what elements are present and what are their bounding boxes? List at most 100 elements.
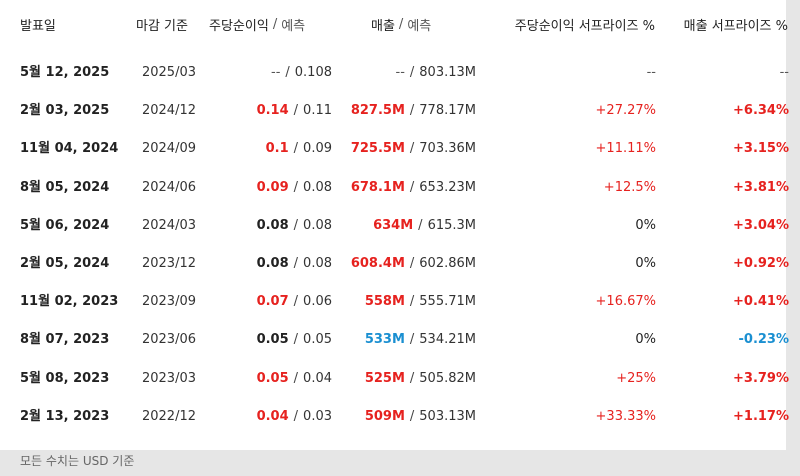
eps-cell: 0.07/0.06 xyxy=(257,283,332,321)
eps-surprise: +33.33% xyxy=(595,408,656,424)
revenue-separator: / xyxy=(409,141,415,157)
table-row[interactable]: 11월 04, 2024 2024/09 0.1/0.09 725.5M/703.36… xyxy=(0,130,789,168)
revenue-forecast: 602.86M xyxy=(419,256,476,271)
release-date: 2월 05, 2024 xyxy=(20,256,110,271)
eps-separator: / xyxy=(293,294,299,310)
table-row[interactable]: 5월 06, 2024 2024/03 0.08/0.08 634M/615.3M 0%… xyxy=(0,207,789,245)
table-row[interactable]: 8월 05, 2024 2024/06 0.09/0.08 678.1M/653.23… xyxy=(0,169,789,207)
revenue-surprise: +0.41% xyxy=(733,294,789,310)
revenue-forecast: 503.13M xyxy=(419,408,476,424)
table-row[interactable]: 5월 08, 2023 2023/03 0.05/0.04 525M/505.82M +… xyxy=(0,360,789,398)
header-period[interactable]: 마감 기준 xyxy=(136,18,188,34)
header-eps-separator: / xyxy=(272,16,278,32)
release-date: 8월 05, 2024 xyxy=(20,179,110,195)
revenue-cell: 725.5M/703.36M xyxy=(351,130,476,168)
release-date: 5월 12, 2025 xyxy=(20,65,110,80)
revenue-forecast: 803.13M xyxy=(419,65,476,80)
table-row[interactable]: 2월 13, 2023 2022/12 0.04/0.03 509M/503.13M +… xyxy=(0,398,789,436)
eps-forecast: 0.108 xyxy=(294,65,332,80)
eps-separator: / xyxy=(285,65,290,80)
revenue-actual: 525M xyxy=(364,370,405,386)
revenue-actual: 725.5M xyxy=(350,141,405,157)
revenue-separator: / xyxy=(409,103,415,119)
table-row[interactable]: 2월 05, 2024 2023/12 0.08 / 0.08 608.4M / 602.86… xyxy=(0,245,789,283)
eps-actual: -- xyxy=(271,65,281,80)
release-date: 2월 03, 2025 xyxy=(20,103,110,119)
revenue-separator: / xyxy=(409,179,415,195)
eps-cell: 0.05/0.05 xyxy=(257,321,332,359)
revenue-surprise: +3.15% xyxy=(733,141,789,157)
release-date: 11월 04, 2024 xyxy=(20,141,119,157)
eps-forecast: 0.08 xyxy=(303,217,332,233)
revenue-forecast: 653.23M xyxy=(419,179,476,195)
eps-separator: / xyxy=(293,141,299,157)
header-revenue-surprise[interactable]: 매출 서프라이즈 % xyxy=(683,18,788,34)
eps-surprise: 0% xyxy=(635,256,656,271)
release-date: 11월 02, 2023 xyxy=(20,294,119,310)
header-revenue-label[interactable]: 매출 xyxy=(371,18,395,34)
eps-actual: 0.04 xyxy=(256,408,289,424)
period-end: 2022/12 xyxy=(141,408,196,424)
revenue-forecast: 555.71M xyxy=(419,294,476,310)
revenue-actual: 558M xyxy=(364,294,405,310)
revenue-forecast: 615.3M xyxy=(427,217,476,233)
period-end: 2024/03 xyxy=(141,217,196,233)
revenue-forecast: 703.36M xyxy=(419,141,476,157)
eps-actual: 0.14 xyxy=(256,103,289,119)
eps-forecast: 0.05 xyxy=(303,332,332,348)
eps-surprise: +27.27% xyxy=(595,103,656,119)
table-row[interactable]: 2월 03, 2025 2024/12 0.14/0.11 827.5M/778.17… xyxy=(0,92,789,130)
eps-forecast: 0.09 xyxy=(303,141,332,157)
eps-cell: 0.04/0.03 xyxy=(257,398,332,436)
revenue-actual: 827.5M xyxy=(350,103,405,119)
revenue-cell: 525M/505.82M xyxy=(365,360,476,398)
eps-surprise: 0% xyxy=(635,217,656,233)
eps-surprise: 0% xyxy=(635,332,656,348)
revenue-surprise: -0.23% xyxy=(738,332,790,348)
eps-actual: 0.08 xyxy=(256,217,289,233)
release-date: 8월 07, 2023 xyxy=(20,332,110,348)
table-row[interactable]: 11월 02, 2023 2023/09 0.07/0.06 558M/555.71M… xyxy=(0,283,789,321)
eps-forecast: 0.03 xyxy=(303,408,332,424)
revenue-surprise: -- xyxy=(779,65,789,80)
eps-forecast: 0.08 xyxy=(303,179,332,195)
eps-forecast: 0.04 xyxy=(303,370,332,386)
revenue-actual: 608.4M xyxy=(350,256,405,271)
period-end: 2024/12 xyxy=(141,103,196,119)
revenue-cell: 634M/615.3M xyxy=(373,207,476,245)
revenue-cell: 509M/503.13M xyxy=(365,398,476,436)
header-eps-surprise[interactable]: 주당순이익 서프라이즈 % xyxy=(514,18,655,34)
eps-actual: 0.07 xyxy=(256,294,289,310)
eps-surprise: +11.11% xyxy=(595,141,656,157)
revenue-surprise: +1.17% xyxy=(733,408,789,424)
header-revenue: 매출 / 예측 xyxy=(371,10,431,38)
revenue-cell: 678.1M/653.23M xyxy=(351,169,476,207)
eps-cell: 0.09/0.08 xyxy=(257,169,332,207)
header-eps-forecast[interactable]: 예측 xyxy=(281,18,306,34)
earnings-table-card: 발표일 마감 기준 주당순이익 / 예측 매출 / 예측 주당순이익 서프라이즈… xyxy=(0,0,789,450)
header-date[interactable]: 발표일 xyxy=(20,18,56,34)
eps-actual: 0.05 xyxy=(256,332,289,348)
header-revenue-forecast[interactable]: 예측 xyxy=(407,18,432,34)
eps-cell: 0.08/0.08 xyxy=(257,207,332,245)
eps-cell: 0.14/0.11 xyxy=(257,92,332,130)
eps-separator: / xyxy=(293,256,299,271)
eps-separator: / xyxy=(293,408,299,424)
eps-separator: / xyxy=(293,332,299,348)
table-row[interactable]: 5월 12, 2025 2025/03 -- / 0.108 -- / 803.13M -- -- xyxy=(0,54,789,92)
revenue-cell: 827.5M/778.17M xyxy=(351,92,476,130)
table-row[interactable]: 8월 07, 2023 2023/06 0.05/0.05 533M/534.21M 0… xyxy=(0,321,789,359)
revenue-surprise: +0.92% xyxy=(733,256,789,271)
eps-forecast: 0.11 xyxy=(303,103,332,119)
period-end: 2024/06 xyxy=(141,179,196,195)
revenue-forecast: 505.82M xyxy=(419,370,476,386)
eps-cell: -- / 0.108 xyxy=(271,54,332,92)
period-end: 2025/03 xyxy=(141,65,196,80)
header-eps-label[interactable]: 주당순이익 xyxy=(209,18,269,34)
header-eps: 주당순이익 / 예측 xyxy=(209,10,305,38)
revenue-separator: / xyxy=(409,294,415,310)
eps-forecast: 0.08 xyxy=(303,256,332,271)
revenue-actual: 678.1M xyxy=(350,179,405,195)
eps-separator: / xyxy=(293,217,299,233)
revenue-forecast: 534.21M xyxy=(419,332,476,348)
